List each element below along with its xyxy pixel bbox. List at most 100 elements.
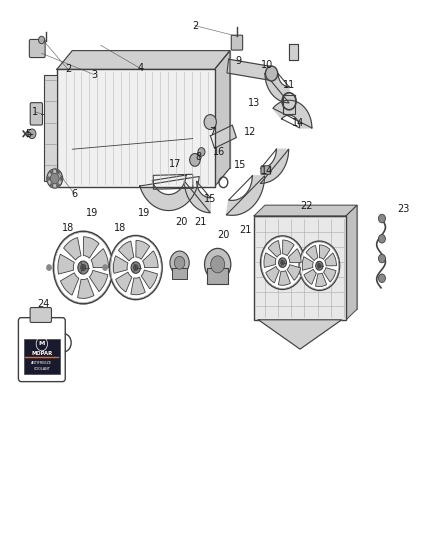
Wedge shape [136, 240, 150, 260]
Circle shape [53, 231, 113, 304]
Text: 18: 18 [114, 223, 127, 233]
Polygon shape [346, 205, 357, 320]
Polygon shape [215, 51, 230, 187]
Text: 17: 17 [169, 159, 181, 169]
FancyBboxPatch shape [30, 308, 52, 322]
Polygon shape [227, 59, 272, 80]
Polygon shape [261, 149, 289, 183]
Circle shape [57, 184, 60, 187]
Text: 16: 16 [213, 147, 225, 157]
Wedge shape [58, 254, 74, 274]
Wedge shape [288, 249, 301, 263]
Text: 18: 18 [62, 223, 74, 233]
Polygon shape [72, 51, 230, 168]
Bar [172, 268, 187, 279]
Circle shape [78, 261, 88, 274]
Circle shape [170, 251, 189, 274]
Text: 14: 14 [261, 166, 273, 175]
Wedge shape [83, 237, 99, 258]
Circle shape [50, 184, 53, 187]
Text: 15: 15 [204, 195, 216, 204]
Wedge shape [78, 278, 94, 298]
Text: 8: 8 [195, 152, 201, 161]
Wedge shape [306, 245, 318, 261]
Wedge shape [91, 248, 109, 268]
Wedge shape [113, 256, 128, 273]
FancyBboxPatch shape [231, 35, 243, 50]
Polygon shape [283, 95, 295, 114]
Circle shape [28, 129, 36, 139]
Circle shape [378, 254, 385, 263]
Circle shape [50, 173, 59, 184]
Wedge shape [287, 265, 300, 280]
Circle shape [198, 148, 205, 156]
FancyBboxPatch shape [261, 166, 271, 174]
Text: 13: 13 [248, 99, 260, 108]
Circle shape [50, 170, 53, 173]
Text: 1: 1 [32, 107, 38, 117]
Wedge shape [304, 269, 316, 285]
Polygon shape [254, 205, 357, 216]
Text: 12: 12 [244, 127, 256, 136]
Circle shape [131, 262, 141, 273]
Wedge shape [264, 253, 276, 268]
Text: 20: 20 [217, 230, 230, 239]
Circle shape [378, 274, 385, 282]
Text: 5: 5 [25, 130, 32, 139]
Wedge shape [315, 273, 327, 287]
Bar [24, 340, 60, 374]
FancyBboxPatch shape [18, 318, 65, 382]
Circle shape [261, 236, 304, 289]
Circle shape [190, 154, 200, 166]
Wedge shape [89, 270, 108, 292]
Circle shape [204, 115, 216, 130]
Text: MOPAR: MOPAR [31, 351, 53, 356]
Wedge shape [283, 240, 294, 256]
Circle shape [57, 170, 60, 173]
Text: 10: 10 [261, 60, 273, 70]
Circle shape [134, 265, 138, 270]
Circle shape [47, 265, 51, 270]
Circle shape [316, 261, 323, 270]
Text: M: M [39, 342, 45, 346]
Wedge shape [325, 253, 336, 266]
Circle shape [211, 256, 225, 273]
Circle shape [60, 177, 63, 180]
Text: 11: 11 [283, 80, 295, 90]
Circle shape [81, 264, 86, 271]
Text: 14: 14 [292, 118, 304, 127]
Polygon shape [273, 100, 312, 128]
Text: 6: 6 [71, 189, 78, 199]
Text: 15: 15 [234, 160, 246, 170]
Text: 22: 22 [300, 201, 313, 211]
Wedge shape [266, 266, 279, 283]
Wedge shape [131, 277, 145, 295]
Bar [207, 268, 228, 284]
Circle shape [318, 263, 321, 268]
FancyBboxPatch shape [29, 39, 45, 58]
Polygon shape [140, 175, 199, 211]
Text: 20: 20 [176, 217, 188, 227]
Polygon shape [258, 320, 342, 349]
Circle shape [378, 235, 385, 243]
Text: 7: 7 [209, 127, 215, 137]
Polygon shape [265, 205, 357, 309]
Text: 21: 21 [194, 217, 207, 227]
Text: 19: 19 [86, 208, 98, 218]
Wedge shape [116, 272, 132, 292]
Wedge shape [324, 268, 336, 282]
Polygon shape [265, 74, 289, 103]
Wedge shape [60, 273, 79, 295]
Polygon shape [289, 44, 298, 60]
Bar [254, 216, 346, 320]
Wedge shape [141, 270, 158, 289]
Circle shape [110, 236, 162, 300]
Circle shape [205, 248, 231, 280]
Circle shape [47, 169, 63, 188]
Wedge shape [118, 241, 134, 261]
Wedge shape [279, 271, 290, 285]
Circle shape [378, 214, 385, 223]
Polygon shape [184, 181, 210, 213]
Text: 2: 2 [65, 64, 71, 74]
FancyBboxPatch shape [30, 103, 42, 125]
